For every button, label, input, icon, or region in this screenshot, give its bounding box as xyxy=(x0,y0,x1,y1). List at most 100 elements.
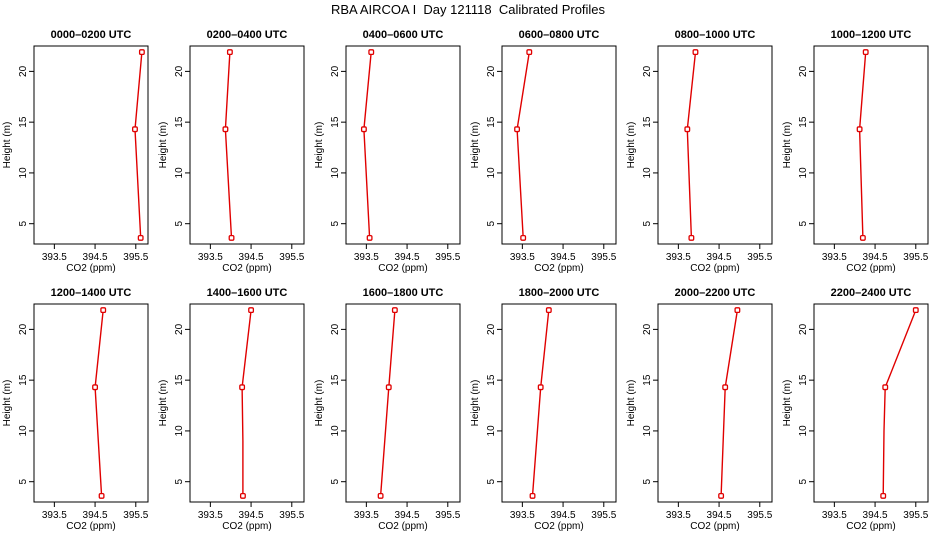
profile-line xyxy=(94,310,104,496)
plot-frame xyxy=(189,45,305,245)
y-tick-label: 20 xyxy=(18,65,29,77)
y-axis-label: Height (m) xyxy=(158,380,169,427)
x-tick-label: 394.5 xyxy=(863,252,888,263)
profile-line xyxy=(882,309,917,496)
y-tick-label: 20 xyxy=(486,323,497,335)
panel-10: 1800–2000 UTC 393.5 394.5 395.5 5 10 15 20 CO2 (… xyxy=(470,287,617,532)
plot-frame xyxy=(189,303,305,503)
data-point xyxy=(248,307,255,314)
plot-frame xyxy=(501,303,617,503)
y-tick-label: 20 xyxy=(798,323,809,335)
x-axis-label: CO2 (ppm) xyxy=(690,521,739,532)
plot-frame xyxy=(33,45,149,245)
data-point xyxy=(92,384,99,391)
data-point xyxy=(137,234,144,241)
y-axis-label: Height (m) xyxy=(626,122,637,169)
panel-title: 0200–0400 UTC xyxy=(207,29,288,41)
data-point xyxy=(529,492,536,499)
x-tick-label: 393.5 xyxy=(666,510,691,521)
y-tick-label: 10 xyxy=(798,167,809,179)
panel-title: 1000–1200 UTC xyxy=(831,29,912,41)
x-axis-label: CO2 (ppm) xyxy=(534,521,583,532)
profile-line xyxy=(686,52,697,238)
panel-title: 1200–1400 UTC xyxy=(51,287,132,299)
y-tick-label: 20 xyxy=(330,323,341,335)
data-point xyxy=(391,307,398,314)
y-tick-label: 15 xyxy=(18,116,29,128)
x-tick-label: 393.5 xyxy=(510,252,535,263)
x-tick-label: 395.5 xyxy=(279,510,304,521)
y-tick-label: 15 xyxy=(798,116,809,128)
y-tick-label: 5 xyxy=(174,220,185,226)
plot-frame xyxy=(813,303,929,503)
x-tick-label: 394.5 xyxy=(863,510,888,521)
y-tick-label: 15 xyxy=(642,116,653,128)
data-point xyxy=(132,126,138,133)
figure-title: RBA AIRCOA I Day 121118 Calibrated Profi… xyxy=(330,2,606,17)
x-tick-label: 393.5 xyxy=(354,510,379,521)
x-axis-label: CO2 (ppm) xyxy=(222,263,271,274)
data-point xyxy=(545,307,552,314)
x-tick-label: 393.5 xyxy=(42,252,67,263)
data-point xyxy=(684,126,691,133)
x-tick-label: 394.5 xyxy=(83,510,108,521)
x-tick-label: 395.5 xyxy=(435,510,460,521)
y-axis-label: Height (m) xyxy=(314,380,325,427)
y-tick-label: 5 xyxy=(330,220,341,226)
y-tick-label: 5 xyxy=(18,478,29,484)
x-tick-label: 394.5 xyxy=(83,252,108,263)
panel-1: 0000–0200 UTC 393.5 394.5 395.5 5 10 15 20 CO2 (… xyxy=(2,29,149,274)
x-tick-label: 393.5 xyxy=(198,510,223,521)
data-point xyxy=(98,492,105,499)
data-point xyxy=(366,234,373,241)
data-point xyxy=(239,492,246,499)
data-point xyxy=(692,49,699,56)
x-tick-label: 394.5 xyxy=(707,252,732,263)
profile-line xyxy=(516,51,530,238)
data-point xyxy=(734,307,741,314)
y-tick-label: 20 xyxy=(798,65,809,77)
data-point xyxy=(856,126,863,133)
y-tick-label: 20 xyxy=(642,323,653,335)
y-tick-label: 10 xyxy=(18,425,29,437)
y-tick-label: 15 xyxy=(174,374,185,386)
y-axis-label: Height (m) xyxy=(158,122,169,169)
x-tick-label: 394.5 xyxy=(707,510,732,521)
panel-12: 2200–2400 UTC 393.5 394.5 395.5 5 10 15 20 CO2 (… xyxy=(782,287,929,532)
data-point xyxy=(368,49,375,56)
data-point xyxy=(239,384,246,391)
profile-line xyxy=(379,310,396,496)
data-point xyxy=(859,234,866,241)
data-point xyxy=(882,384,889,391)
panel-11: 2000–2200 UTC 393.5 394.5 395.5 5 10 15 20 CO2 (… xyxy=(626,287,773,532)
y-tick-label: 10 xyxy=(642,425,653,437)
x-axis-label: CO2 (ppm) xyxy=(846,521,895,532)
data-point xyxy=(526,49,533,56)
y-tick-label: 10 xyxy=(330,167,341,179)
y-tick-label: 15 xyxy=(330,374,341,386)
x-tick-label: 394.5 xyxy=(239,510,264,521)
y-tick-label: 5 xyxy=(330,478,341,484)
x-tick-label: 393.5 xyxy=(822,510,847,521)
y-tick-label: 5 xyxy=(642,220,653,226)
x-tick-label: 393.5 xyxy=(666,252,691,263)
data-point xyxy=(377,492,384,499)
plot-frame xyxy=(501,45,617,245)
profile-line xyxy=(720,309,739,496)
x-axis-label: CO2 (ppm) xyxy=(66,521,115,532)
y-tick-label: 5 xyxy=(174,478,185,484)
y-tick-label: 10 xyxy=(18,167,29,179)
x-axis-label: CO2 (ppm) xyxy=(66,263,115,274)
y-tick-label: 10 xyxy=(330,425,341,437)
y-axis-label: Height (m) xyxy=(314,122,325,169)
plot-frame xyxy=(657,303,773,503)
panel-title: 1400–1600 UTC xyxy=(207,287,288,299)
panel-title: 1800–2000 UTC xyxy=(519,287,600,299)
y-axis-label: Height (m) xyxy=(626,380,637,427)
y-tick-label: 10 xyxy=(798,425,809,437)
y-tick-label: 10 xyxy=(486,167,497,179)
y-tick-label: 20 xyxy=(174,323,185,335)
y-tick-label: 10 xyxy=(642,167,653,179)
profile-line xyxy=(224,52,233,238)
data-point xyxy=(537,384,544,391)
